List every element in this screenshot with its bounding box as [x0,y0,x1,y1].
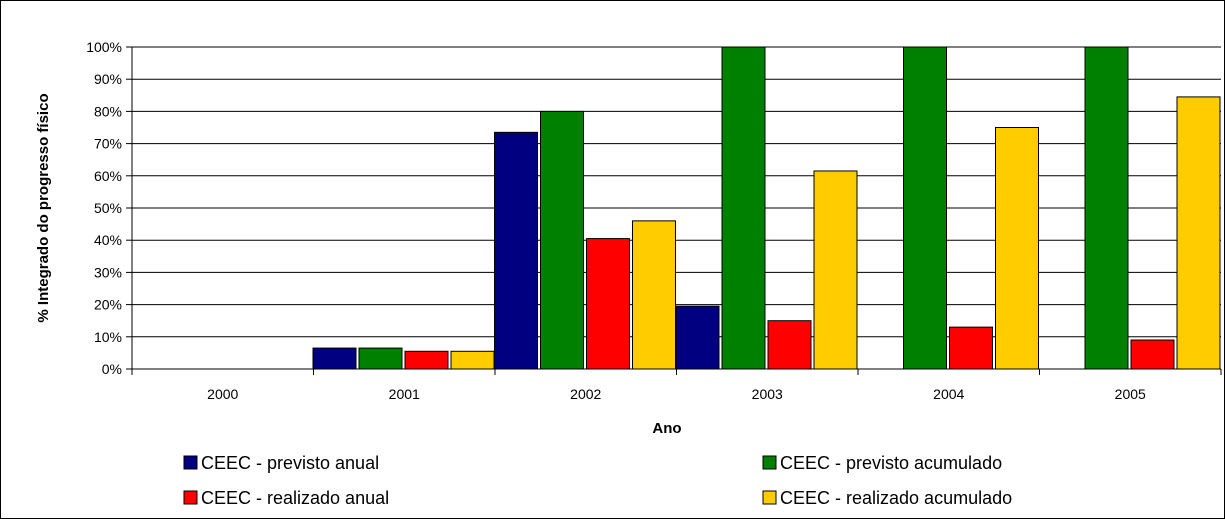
bar [949,326,993,370]
y-tick-label: 40% [94,232,122,248]
bar [586,238,630,370]
y-tick-label: 60% [94,168,122,184]
y-tick-label: 20% [94,297,122,313]
bar [903,46,947,370]
x-tick-label: 2004 [933,386,964,402]
gridlines [132,46,1221,338]
y-tick-label: 70% [94,136,122,152]
legend: CEEC - previsto anual CEEC - previsto acu… [183,453,1012,508]
bar [632,220,676,370]
bar [312,347,357,370]
legend-swatch [762,490,777,505]
y-tick-label: 100% [86,39,122,55]
legend-swatch [183,455,198,470]
x-tick-label: 2002 [570,386,601,402]
bar [813,170,858,370]
bar [1130,339,1175,370]
bar [1176,96,1221,370]
y-tick-label: 50% [94,200,122,216]
x-tick-label: 2000 [207,386,238,402]
x-tick-label: 2003 [752,386,783,402]
legend-swatch [183,490,198,505]
legend-label: CEEC - realizado acumulado [780,488,1012,508]
legend-label: CEEC - previsto anual [201,453,379,473]
bar [404,350,449,370]
bar [358,347,403,370]
y-tick-label: 10% [94,329,122,345]
y-tick-label: 90% [94,71,122,87]
y-tick-label: 0% [102,361,122,377]
bar [450,350,495,370]
legend-label: CEEC - realizado anual [201,488,389,508]
y-tick-label: 80% [94,103,122,119]
x-tick-label: 2001 [389,386,420,402]
y-axis-title: % Integrado do progresso físico [35,93,52,322]
bars [312,46,1221,370]
bar [721,46,766,370]
legend-swatch [762,455,777,470]
bar [1084,46,1129,370]
axes: 0% 10% 20% 30% 40% 50% 60% 70% 80% 90% 100% 2000 200… [86,39,1222,402]
bar [675,305,720,370]
bar [494,131,538,370]
x-axis-title: Ano [652,420,681,437]
legend-label: CEEC - previsto acumulado [780,453,1002,473]
bar [540,110,584,370]
bar [995,127,1039,370]
y-tick-label: 30% [94,264,122,280]
bar [767,320,812,370]
x-tick-label: 2005 [1115,386,1146,402]
